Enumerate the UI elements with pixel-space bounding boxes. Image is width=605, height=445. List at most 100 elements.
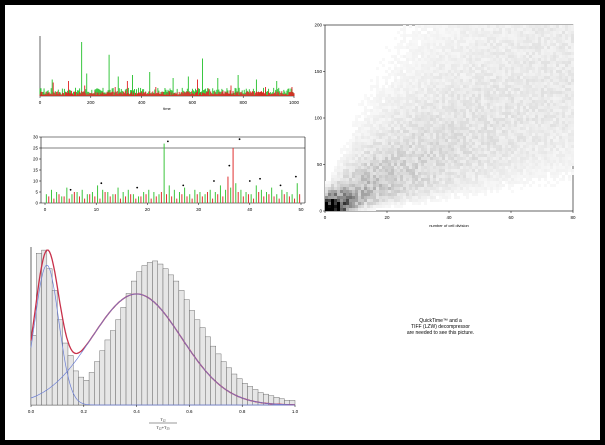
density-cell bbox=[403, 190, 406, 193]
density-cell bbox=[391, 145, 394, 148]
density-cell bbox=[463, 118, 466, 121]
density-cell bbox=[418, 181, 421, 184]
density-cell bbox=[481, 130, 484, 133]
density-cell bbox=[565, 67, 568, 70]
density-cell bbox=[499, 130, 502, 133]
histogram-bin bbox=[220, 361, 227, 406]
density-cell bbox=[493, 49, 496, 52]
density-cell bbox=[433, 112, 436, 115]
density-cell bbox=[553, 157, 556, 160]
density-cell bbox=[385, 106, 388, 109]
density-cell bbox=[385, 193, 388, 196]
density-cell bbox=[511, 34, 514, 37]
density-cell bbox=[370, 205, 373, 208]
density-cell bbox=[457, 166, 460, 169]
density-cell bbox=[559, 139, 562, 142]
density-cell bbox=[394, 190, 397, 193]
density-cell bbox=[430, 136, 433, 139]
density-cell bbox=[544, 127, 547, 130]
density-cell bbox=[349, 151, 352, 154]
density-cell bbox=[397, 187, 400, 190]
density-cell bbox=[469, 169, 472, 172]
density-cell bbox=[442, 163, 445, 166]
density-cell bbox=[340, 178, 343, 181]
density-cell bbox=[556, 118, 559, 121]
y-tick-label: 20 bbox=[33, 157, 39, 162]
density-cell bbox=[493, 181, 496, 184]
density-cell bbox=[415, 52, 418, 55]
density-cell bbox=[430, 178, 433, 181]
x-tick-label: 1000 bbox=[289, 100, 300, 105]
density-cell bbox=[544, 73, 547, 76]
density-cell bbox=[448, 127, 451, 130]
density-cell bbox=[505, 100, 508, 103]
density-cell bbox=[472, 79, 475, 82]
density-cell bbox=[352, 145, 355, 148]
density-cell bbox=[394, 64, 397, 67]
density-cell bbox=[466, 151, 469, 154]
density-cell bbox=[472, 160, 475, 163]
density-cell bbox=[538, 34, 541, 37]
density-cell bbox=[391, 61, 394, 64]
density-cell bbox=[460, 154, 463, 157]
density-cell bbox=[466, 124, 469, 127]
density-cell bbox=[478, 76, 481, 79]
density-cell bbox=[553, 88, 556, 91]
density-cell bbox=[427, 25, 430, 28]
density-cell bbox=[439, 100, 442, 103]
density-cell bbox=[559, 127, 562, 130]
density-cell bbox=[556, 124, 559, 127]
density-cell bbox=[463, 46, 466, 49]
density-cell bbox=[502, 124, 505, 127]
density-cell bbox=[496, 121, 499, 124]
density-cell bbox=[448, 82, 451, 85]
density-cell bbox=[472, 91, 475, 94]
density-cell bbox=[535, 76, 538, 79]
density-cell bbox=[358, 172, 361, 175]
density-cell bbox=[382, 97, 385, 100]
density-cell bbox=[403, 55, 406, 58]
density-cell bbox=[397, 175, 400, 178]
density-cell bbox=[427, 181, 430, 184]
density-cell bbox=[484, 151, 487, 154]
density-cell bbox=[544, 124, 547, 127]
density-cell bbox=[547, 136, 550, 139]
density-cell bbox=[442, 55, 445, 58]
density-cell bbox=[463, 175, 466, 178]
density-cell bbox=[397, 136, 400, 139]
density-cell bbox=[349, 175, 352, 178]
density-cell bbox=[376, 130, 379, 133]
density-cell bbox=[565, 85, 568, 88]
density-cell bbox=[505, 106, 508, 109]
density-cell bbox=[460, 55, 463, 58]
density-cell bbox=[505, 148, 508, 151]
density-cell bbox=[349, 193, 352, 196]
density-cell bbox=[403, 178, 406, 181]
density-cell bbox=[397, 100, 400, 103]
density-cell bbox=[511, 70, 514, 73]
density-cell bbox=[475, 67, 478, 70]
density-cell bbox=[376, 103, 379, 106]
density-cell bbox=[484, 190, 487, 193]
density-cell bbox=[550, 172, 553, 175]
density-cell bbox=[367, 118, 370, 121]
density-cell bbox=[553, 28, 556, 31]
density-cell bbox=[460, 88, 463, 91]
density-cell bbox=[553, 148, 556, 151]
density-cell bbox=[562, 94, 565, 97]
density-cell bbox=[547, 88, 550, 91]
density-cell bbox=[397, 169, 400, 172]
density-cell bbox=[562, 121, 565, 124]
density-cell bbox=[454, 115, 457, 118]
density-cell bbox=[556, 73, 559, 76]
density-cell bbox=[400, 169, 403, 172]
density-cell bbox=[373, 103, 376, 106]
density-cell bbox=[505, 31, 508, 34]
density-cell bbox=[400, 184, 403, 187]
density-cell bbox=[535, 139, 538, 142]
density-cell bbox=[409, 58, 412, 61]
density-cell bbox=[505, 70, 508, 73]
density-cell bbox=[454, 64, 457, 67]
density-cell bbox=[448, 52, 451, 55]
density-cell bbox=[565, 163, 568, 166]
